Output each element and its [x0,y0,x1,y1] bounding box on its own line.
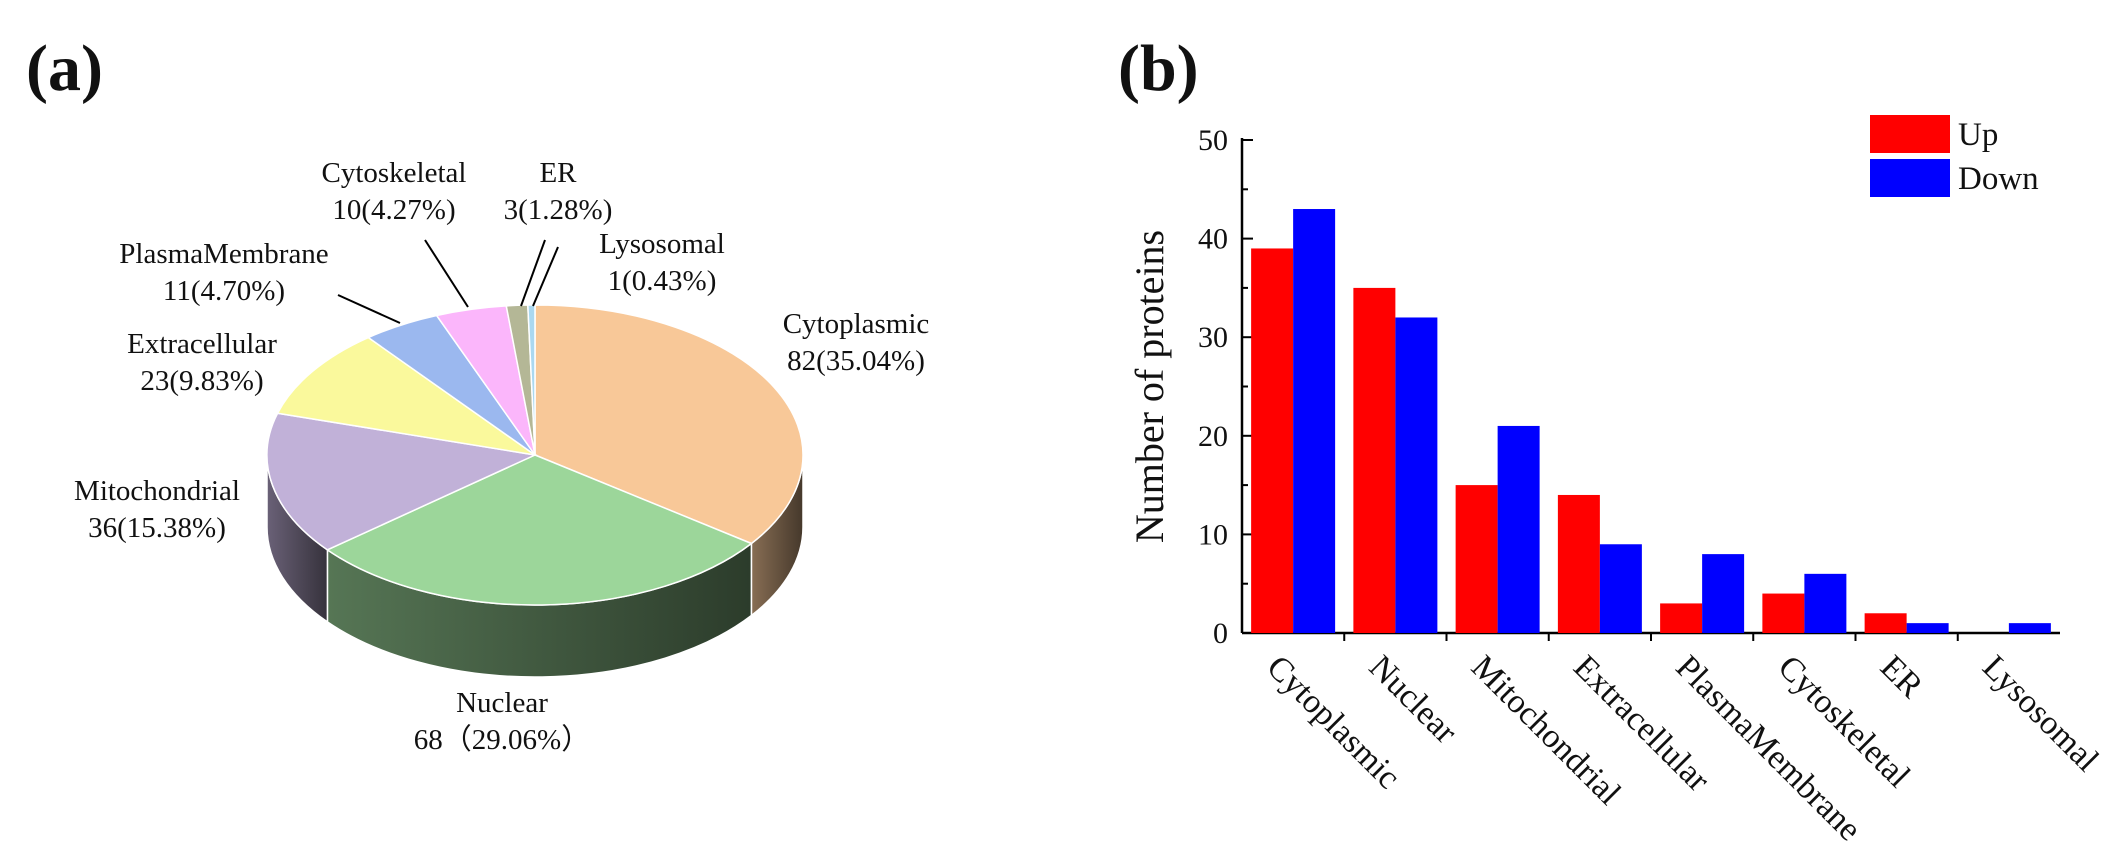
pie-slice-cytoplasmic [534,304,804,545]
pie-value-cytoskeletal: 10(4.27%) [332,194,455,226]
pie-value-er: 3(1.28%) [504,194,613,226]
legend-swatch-up [1870,115,1950,153]
pie-label-extracellular: Extracellular [127,328,277,360]
x-tick-label-lysosomal: Lysosomal [1975,648,2105,778]
x-tick-label-er: ER [1873,648,1930,705]
bar-up-nuclear [1353,287,1396,633]
pie-value-plasma-membrane: 11(4.70%) [163,275,285,307]
pie-label-cytoplasmic: Cytoplasmic [783,308,930,340]
bar-up-cytoplasmic [1251,248,1294,633]
pie-label-lysosomal: Lysosomal [599,228,725,260]
bar-up-mitochondrial [1455,485,1498,633]
bar-up-plasma-membrane [1660,603,1703,633]
x-tick-label-nuclear: Nuclear [1362,648,1465,751]
y-tick-label: 0 [1213,617,1228,650]
pie-label-cytoskeletal: Cytoskeletal [322,157,467,189]
legend-label-down: Down [1958,161,2039,197]
pie-label-er: ER [539,157,577,189]
pie-label-mitochondrial: Mitochondrial [74,475,240,507]
pie-value-mitochondrial: 36(15.38%) [88,512,226,544]
pie-chart: Cytoplasmic 82(35.04%) Nuclear 68（29.06%） Mi… [74,157,929,756]
pie-slice-nuclear [325,454,753,606]
y-tick-label: 20 [1198,420,1228,453]
y-tick-label: 30 [1198,321,1228,354]
pie-label-plasma-membrane: PlasmaMembrane [119,238,328,270]
pie-leader-er [520,239,546,307]
y-tick-label: 10 [1198,518,1228,551]
pie-leader-lysosomal [532,246,559,307]
panel-b-label: (b) [1118,32,1199,105]
bar-down-plasma-membrane [1702,554,1745,633]
bar-down-extracellular [1599,544,1642,633]
pie-slice-extracellular [276,336,536,456]
pie-label-nuclear: Nuclear [456,687,548,719]
y-tick-label: 50 [1198,124,1228,157]
pie-value-cytoplasmic: 82(35.04%) [787,345,925,377]
bar-down-mitochondrial [1497,425,1540,633]
legend-swatch-down [1870,159,1950,197]
pie-slice-mitochondrial [266,412,538,551]
pie-leader-plasma-membrane [337,294,401,324]
pie-value-extracellular: 23(9.83%) [140,365,263,397]
pie-value-lysosomal: 1(0.43%) [608,265,717,297]
x-tick-label-plasma-membrane: PlasmaMembrane [1668,648,1868,848]
bar-down-er [1906,623,1949,633]
legend-label-up: Up [1958,117,1998,153]
y-tick-label: 40 [1198,223,1228,256]
y-axis-title: Number of proteins [1127,230,1172,543]
bar-up-er [1864,613,1907,633]
bar-down-lysosomal [2008,623,2051,633]
bar-down-cytoplasmic [1293,209,1336,633]
bar-down-cytoskeletal [1804,573,1847,633]
bar-up-extracellular [1557,494,1600,633]
bar-up-cytoskeletal [1762,593,1805,633]
pie-value-nuclear: 68（29.06%） [414,724,590,756]
pie-slice-lysosomal [527,304,536,456]
bar-down-nuclear [1395,317,1438,633]
pie-leader-cytoskeletal [424,239,469,308]
panel-a-label: (a) [26,32,103,105]
